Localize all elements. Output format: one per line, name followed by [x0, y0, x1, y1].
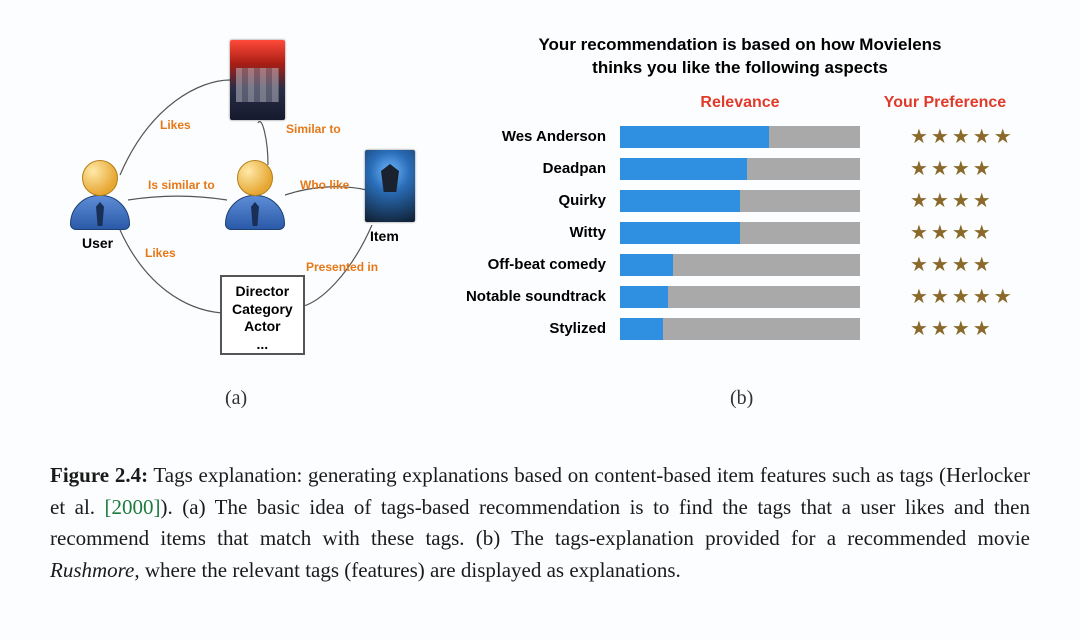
header-relevance: Relevance [620, 94, 860, 112]
caption-text-pre: Tags explanation: generating explanation… [148, 463, 946, 487]
edge-label-similar-to: Similar to [286, 122, 341, 136]
panel-b-rows: Wes Anderson★★★★★Deadpan★★★★Quirky★★★★Wi… [450, 122, 1030, 344]
panel-a-label: (a) [225, 387, 247, 410]
edge-label-presented-in: Presented in [306, 260, 378, 274]
feature-row: Wes Anderson ★★★★★ [450, 122, 1030, 152]
relevance-bar-fill [620, 190, 740, 212]
feature-label: Notable soundtrack [450, 288, 620, 305]
feature-row: Quirky ★★★★ [450, 186, 1030, 216]
caption-figure-number: Figure 2.4: [50, 463, 148, 487]
feature-row: Notable soundtrack ★★★★★ [450, 282, 1030, 312]
feature-label: Off-beat comedy [450, 256, 620, 273]
panel-b-title-line1: Your recommendation is based on how Movi… [538, 35, 941, 54]
edge-label-is-similar-to: Is similar to [148, 178, 215, 192]
tag-feature-line: ... [232, 336, 293, 354]
feature-row: Off-beat comedy ★★★★ [450, 250, 1030, 280]
figure-caption: Figure 2.4: Tags explanation: generating… [50, 460, 1030, 586]
relevance-bar-fill [620, 318, 663, 340]
tag-feature-line: Director [232, 283, 293, 301]
feature-row: Stylized ★★★★ [450, 314, 1030, 344]
movie-poster-right [365, 150, 415, 222]
user-icon-left [70, 160, 130, 230]
feature-label: Quirky [450, 192, 620, 209]
relevance-bar [620, 126, 860, 148]
user-icon-center [225, 160, 285, 230]
caption-text-post: , where the relevant tags (features) are… [134, 558, 680, 582]
panel-b: Your recommendation is based on how Movi… [450, 30, 1030, 400]
relevance-bar-fill [620, 222, 740, 244]
header-preference: Your Preference [860, 94, 1030, 112]
feature-label: Stylized [450, 320, 620, 337]
preference-stars: ★★★★★ [860, 284, 1030, 309]
preference-stars: ★★★★ [860, 156, 1030, 181]
relevance-bar-fill [620, 126, 769, 148]
panel-b-title-line2: thinks you like the following aspects [592, 58, 888, 77]
feature-row: Deadpan ★★★★ [450, 154, 1030, 184]
relevance-bar-fill [620, 254, 673, 276]
feature-label: Deadpan [450, 160, 620, 177]
relevance-bar [620, 222, 860, 244]
movie-poster-top [230, 40, 285, 120]
relevance-bar [620, 158, 860, 180]
tag-feature-line: Actor [232, 318, 293, 336]
relevance-bar [620, 286, 860, 308]
panel-b-title: Your recommendation is based on how Movi… [450, 34, 1030, 80]
relevance-bar-fill [620, 286, 668, 308]
caption-text-mid: ). (a) The basic idea of tags-based reco… [50, 495, 1030, 551]
item-label: Item [370, 228, 399, 244]
edge-label-who-like: Who like [300, 178, 349, 192]
caption-citation-year: [2000] [105, 495, 161, 519]
panel-b-label: (b) [730, 387, 753, 410]
panel-b-header: Relevance Your Preference [450, 94, 1030, 112]
tag-feature-box: DirectorCategoryActor... [220, 275, 305, 355]
preference-stars: ★★★★ [860, 316, 1030, 341]
feature-label: Witty [450, 224, 620, 241]
feature-label: Wes Anderson [450, 128, 620, 145]
relevance-bar-fill [620, 158, 747, 180]
relevance-bar [620, 318, 860, 340]
caption-movie-title: Rushmore [50, 558, 134, 582]
preference-stars: ★★★★★ [860, 124, 1030, 149]
relevance-bar [620, 190, 860, 212]
tag-feature-line: Category [232, 301, 293, 319]
relevance-bar [620, 254, 860, 276]
feature-row: Witty ★★★★ [450, 218, 1030, 248]
edge-label-likes-top: Likes [160, 118, 191, 132]
panel-a: User Item DirectorCategoryActor... Likes… [50, 30, 430, 400]
preference-stars: ★★★★ [860, 220, 1030, 245]
preference-stars: ★★★★ [860, 188, 1030, 213]
edge-label-likes-bottom: Likes [145, 246, 176, 260]
preference-stars: ★★★★ [860, 252, 1030, 277]
user-label: User [82, 235, 113, 251]
